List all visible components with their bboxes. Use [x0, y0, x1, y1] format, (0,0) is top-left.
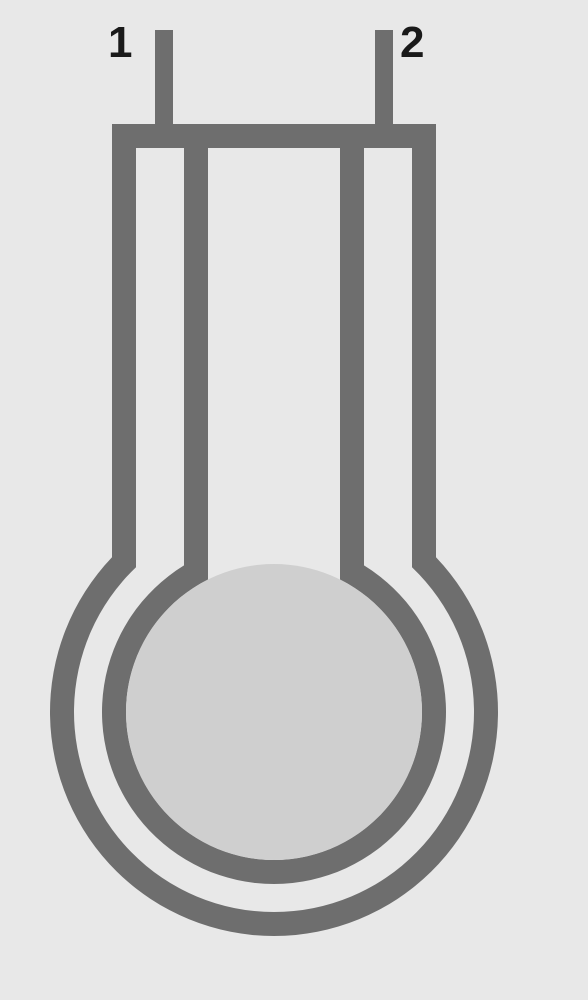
label-1: 1 [108, 18, 132, 68]
inner-bulb-fill [126, 564, 422, 860]
schematic-svg [0, 0, 588, 1000]
label-2: 2 [400, 18, 424, 68]
diagram-container: 12 [0, 0, 588, 1000]
